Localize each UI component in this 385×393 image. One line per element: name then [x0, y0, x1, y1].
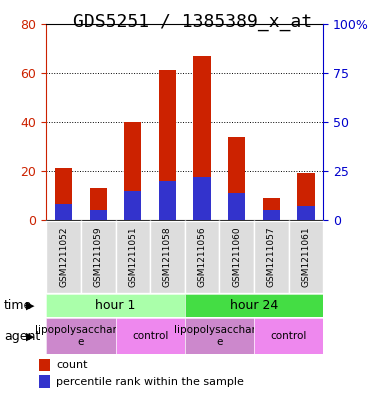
Bar	[263, 210, 280, 220]
Text: GSM1211051: GSM1211051	[128, 226, 137, 287]
Text: GSM1211061: GSM1211061	[301, 226, 311, 287]
Bar	[159, 70, 176, 220]
Bar	[193, 55, 211, 220]
Bar	[263, 198, 280, 220]
Text: lipopolysaccharid
e: lipopolysaccharid e	[35, 325, 127, 347]
Bar	[124, 122, 141, 220]
Text: control: control	[132, 331, 168, 341]
Text: GDS5251 / 1385389_x_at: GDS5251 / 1385389_x_at	[73, 13, 312, 31]
Text: percentile rank within the sample: percentile rank within the sample	[57, 376, 244, 386]
Bar	[55, 169, 72, 220]
Text: hour 1: hour 1	[95, 299, 136, 312]
Bar	[228, 136, 246, 220]
Bar	[159, 181, 176, 220]
Text: GSM1211057: GSM1211057	[267, 226, 276, 287]
Text: lipopolysaccharid
e: lipopolysaccharid e	[174, 325, 265, 347]
Text: GSM1211060: GSM1211060	[232, 226, 241, 287]
Text: GSM1211058: GSM1211058	[163, 226, 172, 287]
Text: control: control	[271, 331, 307, 341]
Bar	[297, 206, 315, 220]
Bar	[55, 204, 72, 220]
Text: GSM1211052: GSM1211052	[59, 227, 68, 287]
Bar	[38, 375, 50, 387]
Bar	[124, 191, 141, 220]
Bar	[228, 193, 246, 220]
Text: count: count	[57, 360, 88, 370]
Bar	[89, 210, 107, 220]
Text: hour 24: hour 24	[230, 299, 278, 312]
Bar	[297, 173, 315, 220]
Text: time: time	[4, 299, 32, 312]
Bar	[38, 359, 50, 371]
Bar	[193, 177, 211, 220]
Text: ▶: ▶	[26, 331, 34, 341]
Bar	[89, 188, 107, 220]
Text: GSM1211056: GSM1211056	[198, 226, 207, 287]
Text: ▶: ▶	[26, 300, 34, 310]
Text: GSM1211059: GSM1211059	[94, 226, 103, 287]
Text: agent: agent	[4, 330, 40, 343]
